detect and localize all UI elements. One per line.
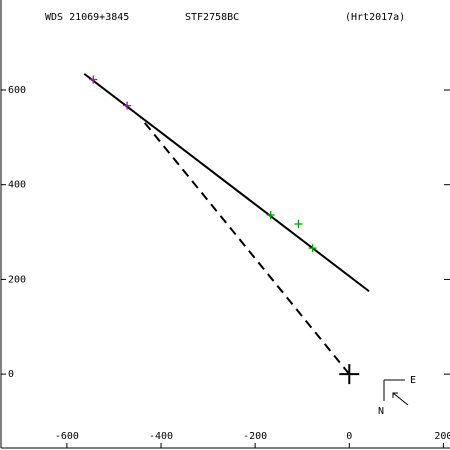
compass: E N (378, 375, 416, 417)
y-tick-label: 0 (8, 369, 14, 380)
y-tick-label: 600 (8, 85, 26, 96)
compass-north-label: N (378, 406, 384, 417)
observation (294, 220, 303, 228)
chart-title: WDS 21069+3845 (45, 12, 129, 23)
chart-subtitle: STF2758BC (185, 12, 239, 23)
primary-star (339, 364, 360, 385)
observation (123, 101, 132, 110)
reference: (Hrt2017a) (345, 12, 405, 23)
x-tick-label: -600 (55, 431, 79, 442)
y-tick-label: 200 (8, 274, 26, 285)
motion-arrowhead (392, 392, 398, 398)
x-tick-label: 0 (346, 431, 352, 442)
observation (308, 244, 317, 253)
y-tick-label: 400 (8, 180, 26, 191)
orbit-line (83, 73, 370, 293)
compass-east-label: E (410, 375, 416, 386)
x-tick-label: 200 (434, 431, 450, 442)
x-tick-label: -200 (243, 431, 267, 442)
x-tick-label: -400 (149, 431, 173, 442)
node-line (140, 117, 351, 375)
motion-arrow (392, 392, 409, 406)
observation (89, 75, 98, 84)
observation (266, 211, 275, 220)
